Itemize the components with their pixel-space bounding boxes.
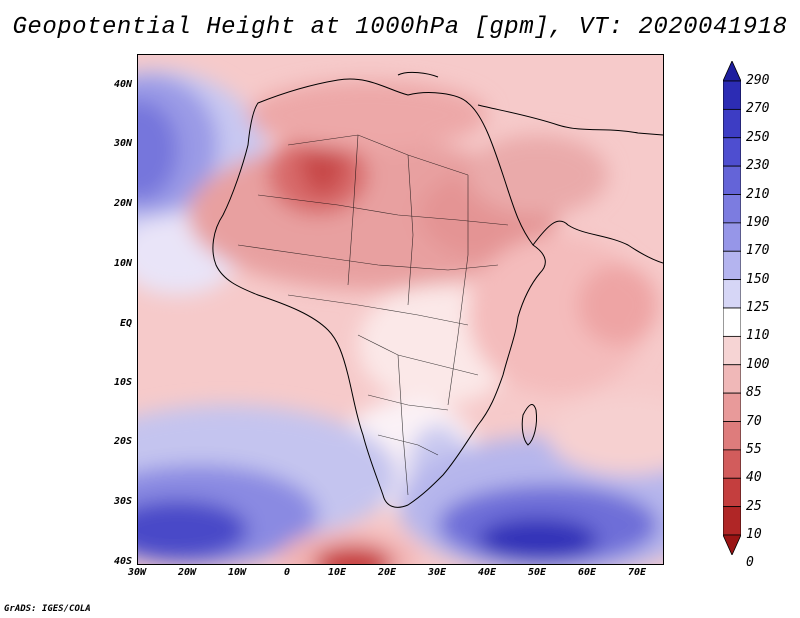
colorbar-level-label: 170 <box>746 243 770 259</box>
colorbar-segment <box>723 449 741 479</box>
colorbar-level-label: 230 <box>746 158 770 174</box>
colorbar-segment <box>723 477 741 508</box>
country-borders <box>237 134 509 496</box>
coastlines <box>212 71 663 508</box>
lat-label: 40N <box>113 79 132 90</box>
colorbar-segment <box>723 364 741 394</box>
lat-label: 10N <box>113 258 132 269</box>
colorbar-level-label: 150 <box>746 271 770 287</box>
colorbar-segment <box>723 165 741 195</box>
colorbar-segment <box>723 421 741 451</box>
colorbar-segment <box>723 108 741 139</box>
colorbar-level-label: 70 <box>746 413 762 429</box>
lat-label: 20N <box>113 198 132 209</box>
lat-label: 20S <box>113 436 132 447</box>
field-shading <box>138 70 663 564</box>
colorbar <box>723 61 741 555</box>
lon-label: 50E <box>527 567 547 578</box>
colorbar-segment <box>723 335 741 366</box>
lat-label: EQ <box>119 318 132 329</box>
colorbar-segment <box>723 506 741 536</box>
lon-label: 0 <box>283 567 291 578</box>
lat-label: 40S <box>113 556 132 567</box>
colorbar-segment <box>723 137 741 167</box>
colorbar-level-label: 100 <box>746 356 770 372</box>
colorbar-level-label: 110 <box>746 328 770 344</box>
colorbar-level-label: 125 <box>746 300 770 315</box>
colorbar-segment <box>723 222 741 252</box>
map-plot-area <box>137 54 664 565</box>
colorbar-bottom-arrow <box>723 534 741 555</box>
colorbar-level-label: 210 <box>746 186 770 202</box>
colorbar-segment <box>723 279 741 309</box>
colorbar-level-label: 55 <box>746 441 762 457</box>
lon-label: 10W <box>227 567 247 578</box>
lon-label: 30W <box>127 567 147 578</box>
colorbar-level-label: 190 <box>746 214 770 230</box>
colorbar-level-label: 0 <box>746 555 754 571</box>
credit-text: GrADS: IGES/COLA <box>4 604 91 614</box>
colorbar-level-label: 40 <box>746 470 762 486</box>
lon-label: 20E <box>377 567 397 578</box>
colorbar-top-arrow <box>723 61 741 82</box>
colorbar-level-label: 25 <box>746 498 762 514</box>
colorbar-level-label: 270 <box>746 101 770 117</box>
lon-label: 70E <box>627 567 647 578</box>
colorbar-segment <box>723 392 741 422</box>
colorbar-segment <box>723 194 741 224</box>
colorbar-segment <box>723 80 741 110</box>
lon-label: 40E <box>477 567 497 578</box>
lat-label: 30S <box>113 496 132 507</box>
colorbar-segment <box>723 250 741 281</box>
lon-label: 30E <box>427 567 447 578</box>
colorbar-segment <box>723 307 741 337</box>
lon-label: 10E <box>327 567 347 578</box>
colorbar-level-label: 250 <box>746 129 770 145</box>
colorbar-level-label: 10 <box>746 527 762 542</box>
lon-label: 20W <box>177 567 197 578</box>
colorbar-level-label: 85 <box>746 385 762 401</box>
colorbar-level-label: 290 <box>746 73 770 88</box>
map-title: Geopotential Height at 1000hPa [gpm], VT… <box>12 14 788 41</box>
lat-label: 10S <box>113 377 132 388</box>
height-field-map <box>138 55 663 564</box>
lon-label: 60E <box>577 567 597 578</box>
lat-label: 30N <box>113 138 132 149</box>
